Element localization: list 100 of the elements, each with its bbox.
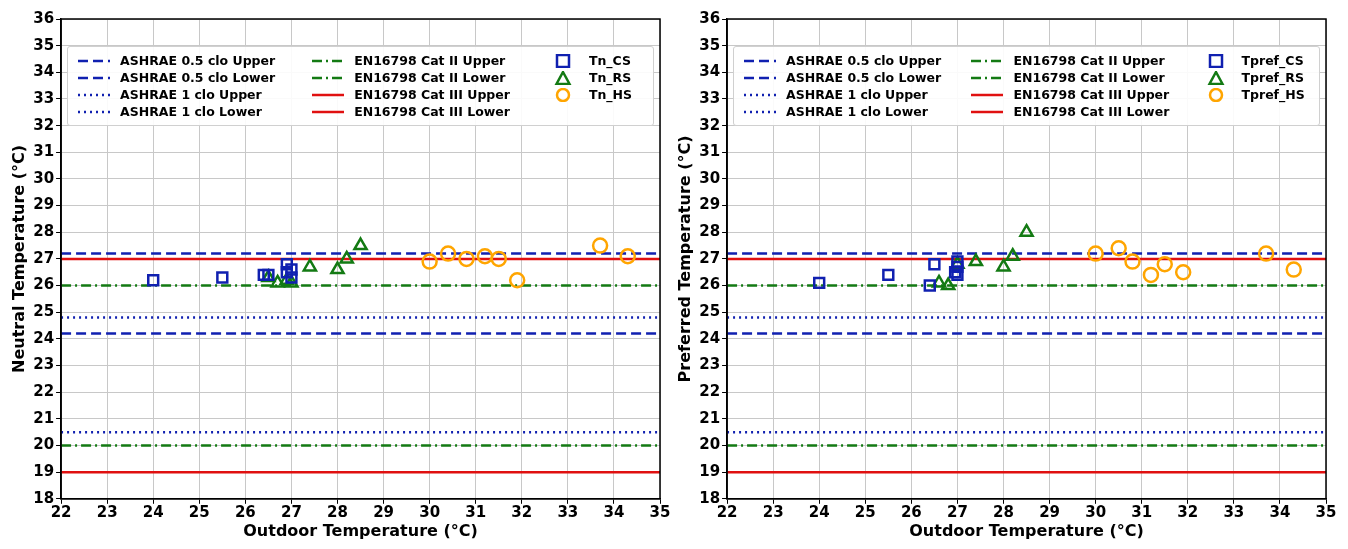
y-tick-label: 31 (33, 142, 55, 161)
x-tick-label: 29 (1039, 502, 1061, 521)
y-tick-label: 30 (699, 168, 721, 187)
point (302, 258, 318, 272)
point (285, 271, 298, 284)
x-tick-label: 24 (142, 502, 164, 521)
legend-label: Tpref_CS (1241, 53, 1304, 68)
legend-label: EN16798 Cat III Lower (354, 104, 510, 119)
point (285, 263, 298, 276)
legend-label: ASHRAE 0.5 clo Lower (120, 70, 276, 85)
legend-label: EN16798 Cat II Upper (1013, 53, 1165, 68)
x-tick-label: 28 (327, 502, 348, 521)
y-tick-label: 20 (33, 435, 55, 454)
point (458, 250, 475, 268)
x-tick-label: 33 (1223, 502, 1245, 521)
x-tick-label: 28 (993, 502, 1014, 521)
x-tick-label: 34 (603, 502, 625, 521)
y-tick-label: 28 (33, 222, 55, 241)
y-tick-label: 22 (33, 382, 55, 401)
x-tick-label: 26 (900, 502, 922, 521)
y-tick-label: 29 (699, 195, 721, 214)
legend-label: Tn_HS (588, 87, 633, 102)
x-tick-label: 31 (465, 502, 487, 521)
legend-label: EN16798 Cat II Lower (1013, 70, 1165, 85)
y-axis-title: Neutral Temperature (°C) (8, 144, 28, 373)
point (591, 237, 609, 254)
y-tick-label: 25 (33, 302, 55, 321)
y-tick-label: 36 (699, 8, 721, 27)
y-tick-label: 22 (699, 382, 721, 401)
y-tick-label: 31 (699, 142, 721, 161)
x-tick-label: 23 (96, 502, 118, 521)
y-tick-label: 24 (699, 328, 721, 347)
x-tick-label: 34 (1269, 502, 1291, 521)
y-tick-label: 33 (33, 88, 55, 107)
y-tick-label: 23 (33, 355, 55, 374)
point (508, 271, 526, 289)
point (1019, 223, 1034, 237)
point (270, 274, 285, 288)
point (439, 245, 457, 262)
point (1005, 247, 1021, 261)
x-tick-label: 31 (1131, 502, 1153, 521)
legend-label: EN16798 Cat III Upper (1013, 87, 1170, 102)
x-tick-label: 35 (649, 502, 671, 521)
x-tick-label: 27 (280, 502, 302, 521)
y-tick-label: 26 (699, 275, 721, 294)
y-tick-label: 19 (33, 462, 55, 481)
y-tick-label: 34 (33, 62, 55, 81)
y-tick-label: 35 (699, 35, 721, 54)
point (1174, 263, 1192, 281)
x-tick-label: 32 (511, 502, 533, 521)
point (147, 274, 160, 287)
point (257, 268, 270, 282)
x-tick-label: 27 (946, 502, 968, 521)
legend-label: ASHRAE 1 clo Lower (786, 104, 928, 119)
point (923, 279, 936, 292)
x-tick-label: 35 (1315, 502, 1337, 521)
y-tick-label: 21 (33, 408, 55, 427)
y-tick-label: 20 (699, 435, 721, 454)
point (996, 258, 1011, 272)
y-tick-label: 25 (699, 302, 721, 321)
y-tick-label: 27 (33, 248, 55, 267)
legend-label: Tpref_RS (1241, 70, 1304, 85)
point (940, 277, 956, 291)
legend-label: Tn_CS (588, 53, 632, 68)
x-tick-label: 22 (50, 502, 72, 521)
point (490, 250, 507, 268)
point (330, 261, 345, 275)
y-tick-label: 26 (33, 275, 55, 294)
x-tick-label: 32 (1177, 502, 1199, 521)
point (1087, 245, 1104, 262)
x-tick-label: 29 (373, 502, 395, 521)
y-tick-label: 23 (699, 355, 721, 374)
x-tick-label: 33 (557, 502, 579, 521)
legend-label: ASHRAE 1 clo Upper (120, 87, 262, 102)
legend-label: Tpref_HS (1241, 87, 1305, 102)
point (339, 250, 355, 264)
legend-label: EN16798 Cat III Lower (1013, 104, 1170, 119)
point (216, 271, 229, 284)
x-tick-label: 24 (808, 502, 830, 521)
legend-label: EN16798 Cat III Upper (354, 87, 510, 102)
point (1142, 266, 1160, 284)
point (421, 253, 438, 270)
legend-label: EN16798 Cat II Lower (354, 70, 506, 85)
point (968, 253, 984, 267)
point (280, 266, 294, 279)
y-axis-title: Preferred Temperature (°C) (674, 135, 694, 383)
point (813, 276, 826, 290)
x-tick-label: 25 (854, 502, 876, 521)
y-tick-label: 27 (699, 248, 721, 267)
y-tick-label: 32 (699, 115, 721, 134)
x-axis-title: Outdoor Temperature (°C) (909, 520, 1144, 540)
x-tick-label: 23 (762, 502, 784, 521)
legend-label: ASHRAE 1 clo Upper (786, 87, 928, 102)
x-tick-label: 26 (234, 502, 256, 521)
point (280, 258, 294, 271)
legend-label: ASHRAE 0.5 clo Upper (786, 53, 942, 68)
y-tick-label: 34 (699, 62, 721, 81)
y-tick-label: 29 (33, 195, 55, 214)
x-tick-label: 22 (716, 502, 738, 521)
y-tick-label: 28 (699, 222, 721, 241)
